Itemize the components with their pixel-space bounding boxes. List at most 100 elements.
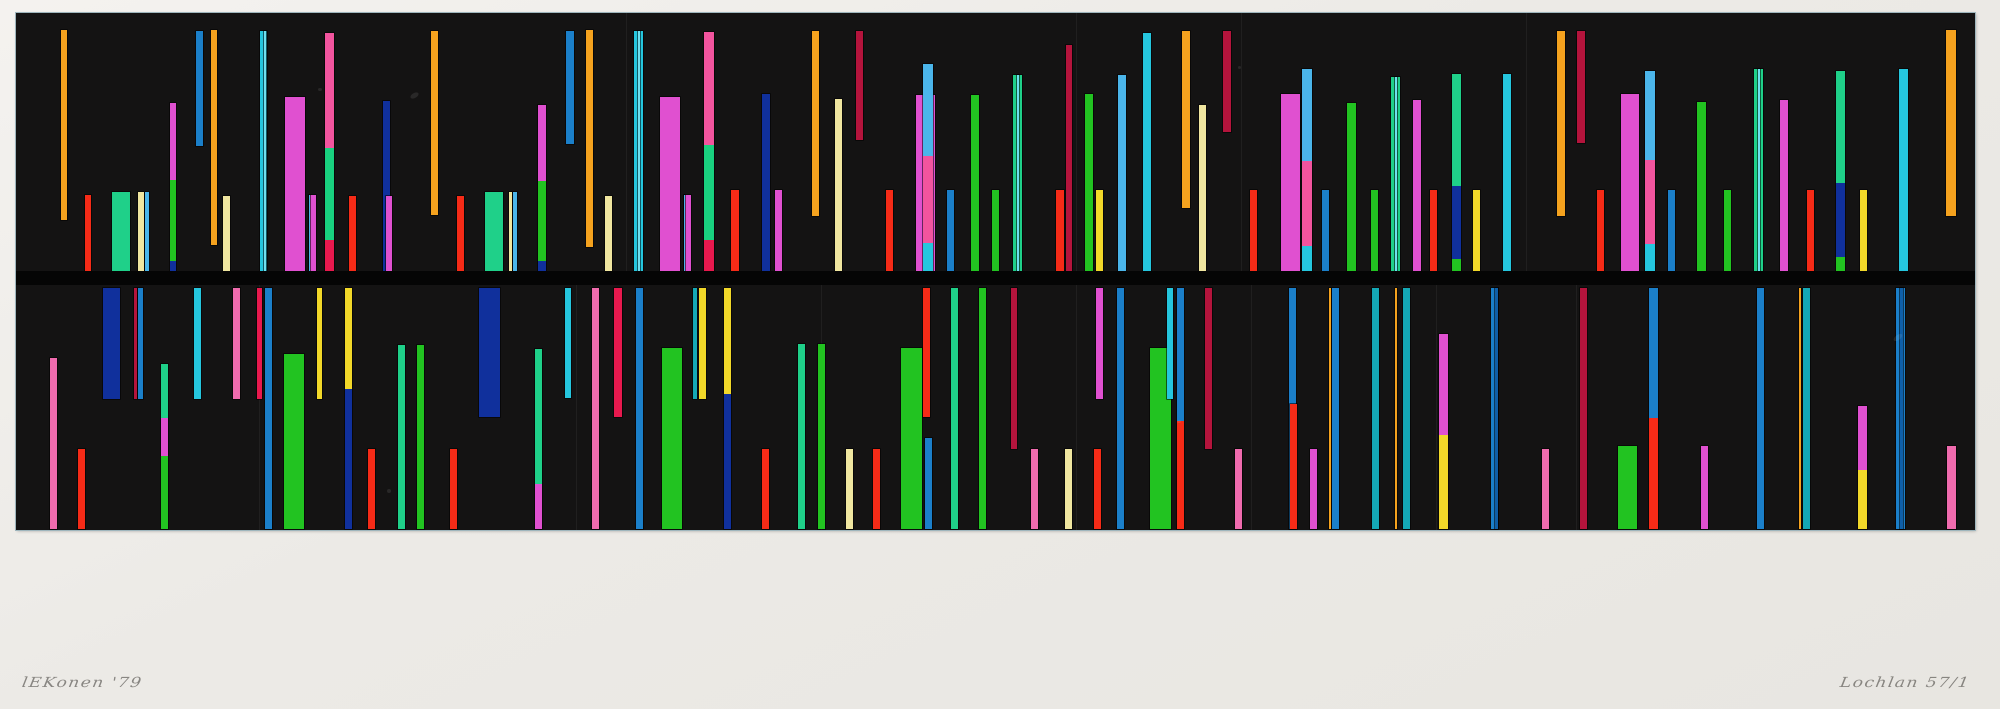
- signature-left: lEKonen '79: [20, 674, 144, 692]
- color-bar-segment: [431, 31, 438, 215]
- color-bar: [1596, 189, 1605, 271]
- color-bar-segment: [1371, 190, 1378, 271]
- color-bar: [416, 344, 425, 530]
- color-bar: [1620, 93, 1640, 271]
- color-bar-segment: [309, 195, 316, 271]
- color-bar: [1064, 448, 1073, 530]
- color-bar: [169, 102, 177, 271]
- color-bar: [1451, 73, 1462, 271]
- color-bar: [604, 195, 613, 271]
- color-bar: [1309, 448, 1318, 530]
- color-bar-segment: [257, 288, 262, 399]
- color-bar-segment: [264, 31, 266, 271]
- color-bar-segment: [170, 179, 176, 261]
- color-bar: [774, 189, 783, 271]
- color-bar-segment: [138, 192, 144, 271]
- color-bar-segment: [1697, 102, 1706, 271]
- color-bar-segment: [1096, 190, 1103, 271]
- color-bar: [1779, 99, 1789, 271]
- color-bar-segment: [1281, 94, 1300, 271]
- color-bar-segment: [368, 449, 375, 529]
- color-bar-segment: [1439, 334, 1448, 436]
- color-bar-segment: [1473, 190, 1480, 271]
- color-bar-segment: [1395, 77, 1397, 271]
- color-bar: [900, 347, 923, 530]
- color-bar: [1402, 287, 1411, 530]
- color-bar: [1149, 347, 1172, 530]
- color-bar-segment: [1332, 288, 1339, 529]
- color-bar: [264, 287, 273, 530]
- color-bar: [284, 96, 306, 271]
- color-bar-segment: [349, 196, 356, 271]
- color-bar-segment: [1085, 94, 1093, 271]
- color-bar-segment: [85, 195, 91, 271]
- plate-seam: [1251, 285, 1252, 530]
- color-bar: [144, 191, 150, 271]
- color-bar: [77, 448, 86, 530]
- color-bar: [344, 287, 353, 530]
- color-bar-segment: [1413, 100, 1421, 271]
- color-bar-segment: [535, 349, 542, 484]
- color-bar-segment: [818, 344, 825, 529]
- color-bar: [1142, 32, 1152, 271]
- color-bar-segment: [1031, 449, 1038, 529]
- color-bar: [1576, 30, 1586, 144]
- color-bar: [1806, 189, 1815, 271]
- color-bar: [978, 287, 987, 530]
- color-bar-segment: [1403, 288, 1410, 529]
- color-bar-segment: [1302, 245, 1312, 271]
- print-plate: [16, 13, 1975, 530]
- color-bar-segment: [1757, 288, 1764, 529]
- color-bar: [950, 287, 959, 530]
- color-bar: [659, 96, 681, 271]
- color-bar-segment: [605, 196, 612, 271]
- color-bar-segment: [1836, 71, 1845, 183]
- color-bar-segment: [1322, 190, 1329, 271]
- color-bar-segment: [161, 364, 168, 419]
- color-bar: [637, 30, 641, 271]
- color-bar-segment: [325, 239, 334, 271]
- color-bar-segment: [417, 345, 424, 529]
- color-bar: [1280, 93, 1301, 271]
- color-bar: [1541, 448, 1550, 530]
- color-bar: [308, 194, 311, 271]
- color-bar-segment: [1858, 469, 1867, 529]
- color-bar: [885, 189, 894, 271]
- color-bar-segment: [762, 449, 769, 529]
- color-bar-segment: [704, 32, 714, 145]
- color-bar: [1116, 287, 1125, 530]
- color-bar-segment: [614, 288, 622, 417]
- color-bar-segment: [923, 155, 933, 243]
- color-bar: [1798, 287, 1802, 530]
- color-bar-segment: [538, 260, 546, 271]
- color-bar: [613, 287, 623, 418]
- color-bar: [1723, 189, 1732, 271]
- color-bar-segment: [1724, 190, 1731, 271]
- color-bar-segment: [1235, 449, 1242, 529]
- plate-seam: [1076, 285, 1077, 530]
- color-bar-segment: [1143, 33, 1151, 271]
- color-bar: [385, 195, 393, 271]
- color-bar-segment: [992, 190, 999, 271]
- color-bar: [1117, 74, 1127, 271]
- color-bar: [263, 30, 267, 271]
- color-bar: [591, 287, 600, 530]
- color-bar-segment: [309, 195, 310, 271]
- color-bar-segment: [704, 239, 714, 271]
- color-bar-segment: [798, 344, 805, 529]
- color-bar: [1065, 44, 1073, 271]
- color-bar: [382, 100, 391, 271]
- color-bar: [922, 287, 931, 418]
- color-bar: [195, 30, 204, 147]
- color-bar-segment: [1577, 31, 1585, 143]
- color-bar: [1859, 189, 1868, 271]
- color-bar: [970, 94, 980, 271]
- color-bar-segment: [947, 190, 954, 271]
- color-bar-segment: [979, 288, 986, 529]
- color-bar-segment: [1065, 449, 1072, 529]
- color-bar-segment: [775, 190, 782, 271]
- color-bar-segment: [812, 31, 819, 216]
- color-bar-segment: [1066, 45, 1072, 271]
- color-bar: [1617, 445, 1638, 530]
- color-bar: [210, 29, 218, 246]
